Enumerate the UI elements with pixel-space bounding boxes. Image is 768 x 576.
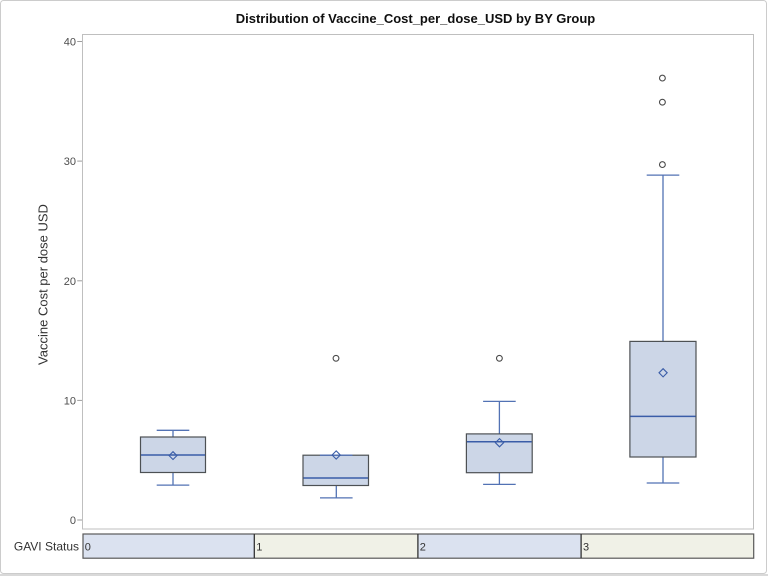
svg-text:2: 2 xyxy=(420,542,426,554)
svg-text:Vaccine Cost per dose USD: Vaccine Cost per dose USD xyxy=(36,204,51,365)
svg-text:3: 3 xyxy=(583,542,589,554)
svg-text:0: 0 xyxy=(70,515,76,527)
svg-text:30: 30 xyxy=(64,156,76,168)
svg-text:1: 1 xyxy=(256,542,262,554)
svg-text:20: 20 xyxy=(64,276,76,288)
svg-text:GAVI Status: GAVI Status xyxy=(14,540,79,554)
svg-text:0: 0 xyxy=(85,542,91,554)
svg-text:10: 10 xyxy=(64,395,76,407)
svg-text:40: 40 xyxy=(64,37,76,49)
svg-text:Distribution of Vaccine_Cost_p: Distribution of Vaccine_Cost_per_dose_US… xyxy=(236,11,596,26)
